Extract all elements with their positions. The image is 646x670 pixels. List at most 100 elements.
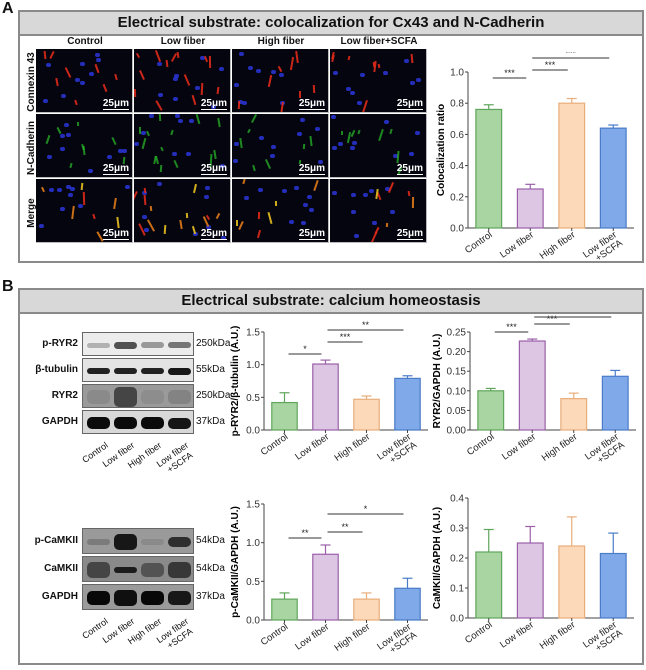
- bar-high-fiber: [353, 398, 380, 431]
- x-tick-label: Control: [465, 431, 496, 458]
- col-label-low-fiber-scfa: Low fiber+SCFA: [340, 36, 418, 47]
- western-blot-ryr2: p-RYR2 250kDa β-tubulin 55kDa RYR2 250kDa GAPD…: [20, 314, 230, 494]
- scale-bar: 25μm: [396, 98, 423, 110]
- panel-b-letter: B: [2, 278, 14, 295]
- y-axis-label: Colocalization ratio: [436, 104, 447, 196]
- scale-bar: 25μm: [298, 163, 325, 175]
- bar-control: [271, 401, 298, 431]
- x-tick-label: Low fiber: [293, 621, 331, 652]
- band-label-gapdh: GAPDH: [41, 591, 78, 602]
- blot-strip: [82, 584, 194, 610]
- x-tick-label: Control: [463, 619, 494, 646]
- x-tick-label: Low fiber: [498, 229, 536, 260]
- x-tick-label: Control: [463, 229, 494, 256]
- y-tick-label: 0.4: [450, 161, 464, 172]
- y-tick-label: 0.3: [450, 524, 464, 535]
- significance-label: *: [364, 504, 368, 514]
- significance-label: ***: [506, 322, 517, 332]
- micrograph-merge-2: 25μm: [232, 179, 329, 243]
- western-blot-camkii: p-CaMKII 54kDa CaMKII 54kDa GAPDH 37kDa Contro…: [20, 500, 230, 665]
- svg-text:High fiber: High fiber: [538, 619, 578, 651]
- band-label--tubulin: β-tubulin: [35, 364, 78, 375]
- svg-text:Control: Control: [259, 621, 290, 648]
- micrograph-merge-0: 25μm: [36, 179, 133, 243]
- bar-low-fiber: [516, 542, 544, 619]
- svg-text:Low fiber: Low fiber: [498, 619, 536, 650]
- significance-label: **: [341, 522, 349, 532]
- micrograph-n-cadherin-3: 25μm: [330, 114, 427, 178]
- y-tick-label: 1.0: [246, 360, 260, 371]
- x-tick-label: Low fiber: [293, 431, 331, 462]
- significance-label: ***: [340, 332, 351, 342]
- svg-text:High fiber: High fiber: [540, 431, 580, 463]
- scale-bar: 25μm: [298, 98, 325, 110]
- x-tick-label: Control: [259, 431, 290, 458]
- svg-text:Control: Control: [463, 619, 494, 646]
- x-tick-label: High fiber: [333, 621, 373, 653]
- bar-low-fiber: [518, 340, 546, 431]
- y-tick-label: 0.5: [246, 577, 260, 588]
- y-tick-label: 0.10: [447, 386, 467, 397]
- svg-text:Control: Control: [465, 431, 496, 458]
- x-tick-label: Low fiber+SCFA: [583, 431, 627, 466]
- y-tick-label: 0.20: [447, 347, 467, 358]
- y-tick-label: 0.5: [246, 393, 260, 404]
- significance-label: ***: [547, 314, 558, 324]
- y-tick-label: 1.0: [246, 538, 260, 549]
- scale-bar: 25μm: [200, 228, 227, 240]
- bar-low-fiber-scfa: [394, 377, 421, 431]
- x-tick-label: Low fiber+SCFA: [581, 229, 625, 262]
- micrograph-connexin-43-3: 25μm: [330, 49, 427, 113]
- significance-label: *: [303, 344, 307, 354]
- panel-a-letter: A: [2, 0, 14, 17]
- scale-bar: 25μm: [102, 163, 129, 175]
- y-tick-label: 0.05: [447, 406, 467, 417]
- y-axis-label: p-CaMKII/GAPDH (A.U.): [230, 506, 241, 618]
- significance-label: **: [362, 320, 370, 330]
- panel-b: Electrical substrate: calcium homeostasi…: [18, 288, 644, 665]
- significance-label: **: [301, 528, 309, 538]
- svg-text:Low fiber: Low fiber: [293, 621, 331, 652]
- panel-b-title: Electrical substrate: calcium homeostasi…: [20, 290, 642, 314]
- bar-low-fiber: [312, 553, 339, 621]
- bar-low-fiber-scfa: [601, 375, 629, 431]
- y-tick-label: 0.0: [246, 426, 260, 437]
- scale-bar: 25μm: [396, 163, 423, 175]
- micrograph-connexin-43-0: 25μm: [36, 49, 133, 113]
- y-tick-label: 0.1: [450, 584, 464, 595]
- x-tick-label: Low fiber+SCFA: [581, 619, 625, 654]
- significance-label: ***: [504, 68, 515, 78]
- y-tick-label: 1.5: [246, 328, 260, 339]
- y-tick-label: 0.8: [450, 99, 464, 110]
- bar-low-fiber-scfa: [599, 552, 627, 619]
- micrograph-merge-3: 25μm: [330, 179, 427, 243]
- micrograph-connexin-43-1: 25μm: [134, 49, 231, 113]
- molecular-weight-label: 37kDa: [196, 416, 225, 427]
- svg-text:Low fiber: Low fiber: [500, 431, 538, 462]
- svg-text:Low fiber: Low fiber: [293, 431, 331, 462]
- y-tick-label: 0.0: [450, 614, 464, 625]
- micrograph-n-cadherin-1: 25μm: [134, 114, 231, 178]
- bar-low-fiber: [516, 188, 544, 229]
- y-tick-label: 1.0: [450, 68, 464, 79]
- y-tick-label: 0.00: [447, 426, 467, 437]
- p-camkii-gapdh-chart: p-CaMKII/GAPDH (A.U.) 0.0 0.5 1.0 1.5 Control…: [230, 500, 428, 656]
- scale-bar: 25μm: [298, 228, 325, 240]
- bar-control: [271, 598, 298, 621]
- y-tick-label: 0.4: [450, 494, 464, 505]
- scale-bar: 25μm: [102, 228, 129, 240]
- y-tick-label: 0.2: [450, 192, 464, 203]
- x-tick-label: High fiber: [538, 619, 578, 651]
- y-tick-label: 0.25: [447, 328, 467, 339]
- bar-high-fiber: [558, 102, 586, 229]
- micrograph-connexin-43-2: 25μm: [232, 49, 329, 113]
- svg-text:High fiber: High fiber: [538, 229, 578, 261]
- band-label-gapdh: GAPDH: [41, 416, 78, 427]
- x-tick-label: Low fiber: [500, 431, 538, 462]
- molecular-weight-label: 250kDa: [196, 390, 231, 401]
- x-tick-label: Low fiber: [498, 619, 536, 650]
- band-label-p-camkii: p-CaMKII: [34, 535, 78, 546]
- blot-strip: [82, 384, 194, 408]
- y-tick-label: 0.15: [447, 367, 467, 378]
- svg-text:High fiber: High fiber: [333, 621, 373, 653]
